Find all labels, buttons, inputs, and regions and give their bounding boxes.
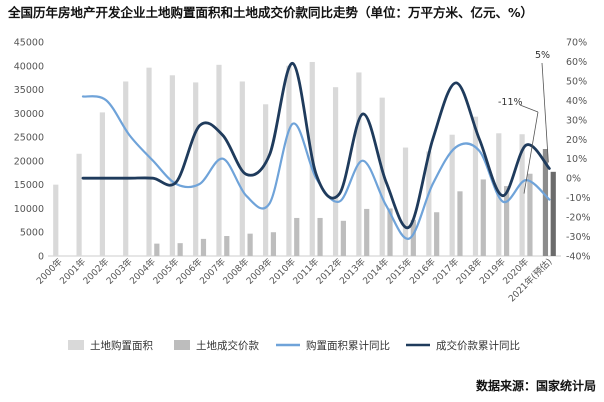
annotation-label: -11% xyxy=(498,97,523,108)
left-tick-label: 30000 xyxy=(14,109,44,120)
left-tick-label: 35000 xyxy=(14,85,44,96)
area-bar xyxy=(519,134,525,256)
left-tick-label: 0 xyxy=(38,252,44,263)
annotation-leader xyxy=(519,104,539,113)
annotation-label: 5% xyxy=(535,50,550,61)
area-bar xyxy=(426,151,432,256)
legend-label: 购置面积累计同比 xyxy=(306,339,390,352)
area-bar xyxy=(402,147,409,256)
right-tick-label: 10% xyxy=(566,154,587,165)
area-bar xyxy=(542,149,549,256)
left-tick-label: 20000 xyxy=(14,156,44,167)
right-tick-label: 20% xyxy=(566,135,587,146)
left-tick-label: 25000 xyxy=(14,133,44,144)
price-bar xyxy=(527,173,533,256)
right-tick-label: -30% xyxy=(566,232,591,243)
area-bar xyxy=(286,65,292,257)
price-bar xyxy=(340,220,346,256)
left-tick-label: 15000 xyxy=(14,180,44,191)
area-bar xyxy=(123,81,129,257)
bar-series xyxy=(53,61,556,257)
area-bar xyxy=(99,112,105,256)
price-bar xyxy=(294,217,300,256)
area-yoy-line xyxy=(81,95,551,240)
price-bar xyxy=(224,236,230,256)
price-bar xyxy=(457,191,463,256)
legend-swatch xyxy=(68,340,84,350)
chart-title: 全国历年房地产开发企业土地购置面积和土地成交价款同比走势（单位：万平方米、亿元、… xyxy=(7,5,533,20)
x-axis: 2000年2001年2002年2003年2004年2005年2006年2007年… xyxy=(34,256,555,305)
line-series xyxy=(81,61,551,240)
left-tick-label: 45000 xyxy=(14,38,44,49)
right-tick-label: -10% xyxy=(566,193,591,204)
legend-label: 成交价款累计同比 xyxy=(436,339,520,352)
right-tick-label: 70% xyxy=(566,38,587,49)
area-bar xyxy=(449,134,455,256)
price-bar xyxy=(247,233,253,256)
legend-label: 土地成交价款 xyxy=(196,339,259,352)
right-tick-label: -40% xyxy=(566,252,591,263)
legend-label: 土地购置面积 xyxy=(90,339,153,352)
area-bar xyxy=(263,104,269,256)
right-tick-label: 60% xyxy=(566,57,587,68)
legend: 土地购置面积 土地成交价款 购置面积累计同比 成交价款累计同比 xyxy=(68,339,520,352)
right-tick-label: 40% xyxy=(566,96,587,107)
price-bar xyxy=(364,208,370,256)
price-bar xyxy=(550,171,556,256)
left-tick-label: 5000 xyxy=(20,228,44,239)
area-bar xyxy=(472,116,479,256)
area-bar xyxy=(169,75,175,257)
price-bar xyxy=(480,179,486,256)
price-bar xyxy=(317,217,323,256)
price-bar xyxy=(154,243,160,256)
right-tick-label: -20% xyxy=(566,213,591,224)
area-bar xyxy=(76,153,82,256)
price-bar xyxy=(434,212,440,256)
area-bar xyxy=(146,67,152,257)
annotation-leader xyxy=(523,111,539,194)
price-bar xyxy=(504,186,510,256)
price-yoy-line xyxy=(81,61,551,230)
price-bar xyxy=(387,208,393,256)
right-tick-label: 30% xyxy=(566,115,587,126)
left-tick-label: 40000 xyxy=(14,61,44,72)
left-tick-label: 10000 xyxy=(14,204,44,215)
annotation-leader xyxy=(541,62,549,163)
legend-swatch xyxy=(174,340,190,350)
price-bar xyxy=(270,232,277,256)
left-axis: 0 5000 10000 15000 20000 25000 30000 35000 40000… xyxy=(14,38,44,263)
data-source: 数据来源：国家统计局 xyxy=(476,378,596,393)
price-bar xyxy=(177,243,183,256)
area-bar xyxy=(193,82,199,256)
right-axis: -40% -30% -20% -10% 0% 10% 20% 30% 40% 50% 60% 70% xyxy=(566,38,591,263)
right-tick-label: 50% xyxy=(566,76,587,87)
area-bar xyxy=(379,97,385,256)
annotations: 5% -11% xyxy=(498,50,550,194)
area-bar xyxy=(53,184,59,256)
price-bar xyxy=(200,238,207,256)
right-tick-label: 0% xyxy=(566,174,581,185)
area-bar xyxy=(332,87,339,256)
price-bar xyxy=(410,219,416,256)
